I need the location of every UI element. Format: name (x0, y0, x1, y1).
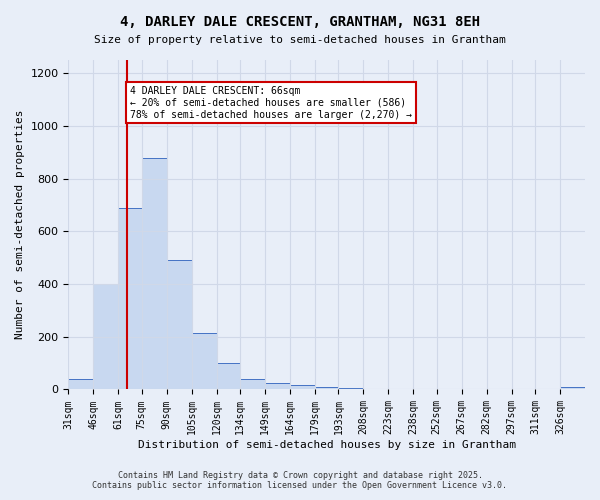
Bar (118, 208, 142, 390)
Bar (240, 379, 265, 390)
Bar (364, 389, 388, 390)
Bar (338, 388, 364, 390)
Bar (94, 284, 118, 390)
Bar (560, 388, 585, 390)
Bar (265, 383, 290, 390)
Text: 4, DARLEY DALE CRESCENT, GRANTHAM, NG31 8EH: 4, DARLEY DALE CRESCENT, GRANTHAM, NG31 … (120, 15, 480, 29)
Bar (68, 379, 94, 390)
Bar (315, 387, 338, 390)
Bar (142, 158, 167, 390)
Text: 4 DARLEY DALE CRESCENT: 66sqm
← 20% of semi-detached houses are smaller (586)
78: 4 DARLEY DALE CRESCENT: 66sqm ← 20% of s… (130, 86, 412, 120)
Bar (192, 333, 217, 390)
Y-axis label: Number of semi-detached properties: Number of semi-detached properties (15, 110, 25, 340)
Bar (167, 260, 192, 390)
Bar (290, 384, 315, 390)
X-axis label: Distribution of semi-detached houses by size in Grantham: Distribution of semi-detached houses by … (138, 440, 516, 450)
Bar (217, 363, 240, 390)
Text: Size of property relative to semi-detached houses in Grantham: Size of property relative to semi-detach… (94, 35, 506, 45)
Text: Contains HM Land Registry data © Crown copyright and database right 2025.
Contai: Contains HM Land Registry data © Crown c… (92, 470, 508, 490)
